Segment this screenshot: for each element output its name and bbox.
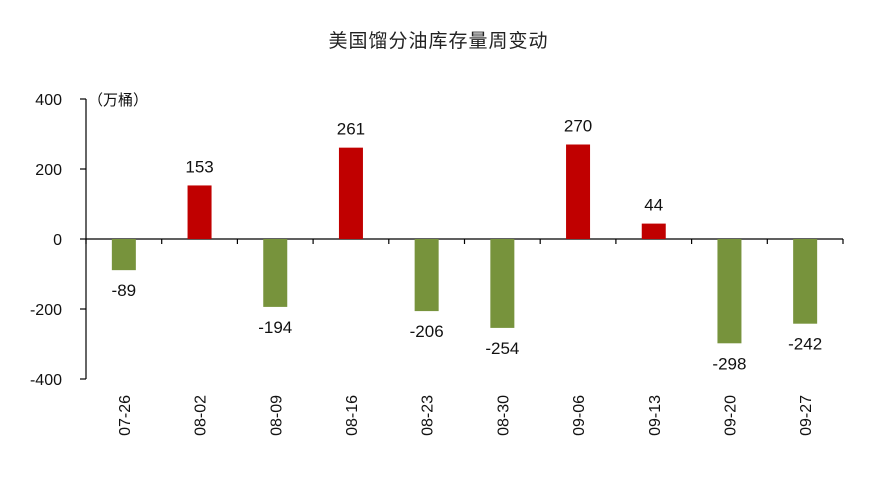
x-tick-label-09-06: 09-06: [571, 395, 588, 436]
x-tick-label-09-20: 09-20: [722, 395, 739, 436]
x-tick-label-08-23: 08-23: [420, 395, 437, 436]
data-label-09-06: 270: [564, 117, 592, 136]
bar-09-06: [566, 144, 591, 239]
y-tick-label: 400: [35, 92, 62, 109]
data-label-08-23: -206: [410, 322, 444, 341]
data-label-09-27: -242: [788, 335, 822, 354]
bar-08-16: [338, 147, 363, 239]
y-tick-label: 200: [35, 162, 62, 179]
x-tick-label-09-13: 09-13: [647, 395, 664, 436]
y-unit-label: （万桶）: [88, 91, 148, 109]
bar-09-27: [793, 239, 818, 324]
data-label-08-09: -194: [258, 318, 292, 337]
bar-08-30: [490, 239, 515, 328]
bar-08-09: [263, 239, 288, 307]
x-tick-label-08-02: 08-02: [193, 395, 210, 436]
data-label-07-26: -89: [112, 281, 137, 300]
bar-08-23: [414, 239, 439, 312]
x-tick-label-08-30: 08-30: [495, 395, 512, 436]
x-tick-label-07-26: 07-26: [117, 395, 134, 436]
axes: 400 200 0 -200 -400 （万桶） 07-26 08-02 08-09 08-16 0…: [30, 91, 844, 436]
y-tick-label: -400: [30, 372, 62, 389]
chart-title: 美国馏分油库存量周变动: [328, 30, 549, 52]
x-tick-label-08-16: 08-16: [344, 395, 361, 436]
bar-08-02: [187, 185, 212, 239]
y-tick-label: 0: [53, 232, 62, 249]
bar-09-20: [717, 239, 742, 344]
bars: [111, 144, 818, 344]
data-label-08-02: 153: [185, 157, 213, 176]
x-tick-label-09-27: 09-27: [798, 395, 815, 436]
data-label-08-16: 261: [337, 120, 365, 139]
data-label-09-20: -298: [712, 354, 746, 373]
y-tick-label: -200: [30, 302, 62, 319]
bar-09-13: [641, 223, 666, 239]
bar-07-26: [111, 239, 136, 271]
x-tick-label-08-09: 08-09: [268, 395, 285, 436]
data-label-09-13: 44: [644, 196, 663, 215]
data-labels: -89 153 -194 261 -206 -254 270 44 -298 -242: [112, 117, 823, 374]
data-label-08-30: -254: [485, 339, 519, 358]
